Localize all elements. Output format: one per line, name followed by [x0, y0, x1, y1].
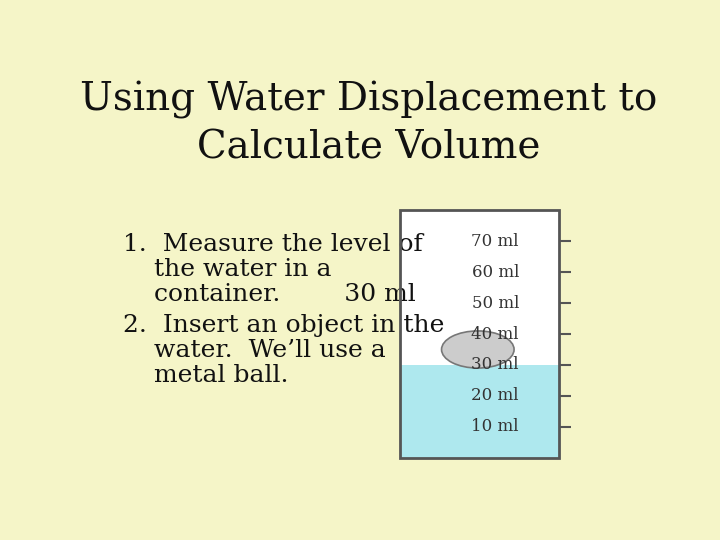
Ellipse shape: [441, 331, 514, 368]
Text: 10 ml: 10 ml: [472, 418, 519, 435]
Text: the water in a: the water in a: [154, 258, 332, 281]
Text: Calculate Volume: Calculate Volume: [197, 129, 541, 166]
Bar: [400, 211, 559, 365]
Text: Using Water Displacement to: Using Water Displacement to: [81, 82, 657, 119]
Text: 50 ml: 50 ml: [472, 295, 519, 312]
Text: container.        30 ml: container. 30 ml: [154, 283, 416, 306]
Bar: [400, 211, 559, 458]
Text: water.  We’ll use a: water. We’ll use a: [154, 339, 386, 362]
Text: metal ball.: metal ball.: [154, 364, 289, 387]
Text: 60 ml: 60 ml: [472, 264, 519, 281]
Text: 70 ml: 70 ml: [472, 233, 519, 250]
Text: 2.  Insert an object in the: 2. Insert an object in the: [124, 314, 445, 338]
Text: 30 ml: 30 ml: [472, 356, 519, 374]
Bar: [400, 365, 559, 458]
Text: 1.  Measure the level of: 1. Measure the level of: [124, 233, 423, 256]
Text: 40 ml: 40 ml: [472, 326, 519, 342]
Text: 20 ml: 20 ml: [472, 387, 519, 404]
